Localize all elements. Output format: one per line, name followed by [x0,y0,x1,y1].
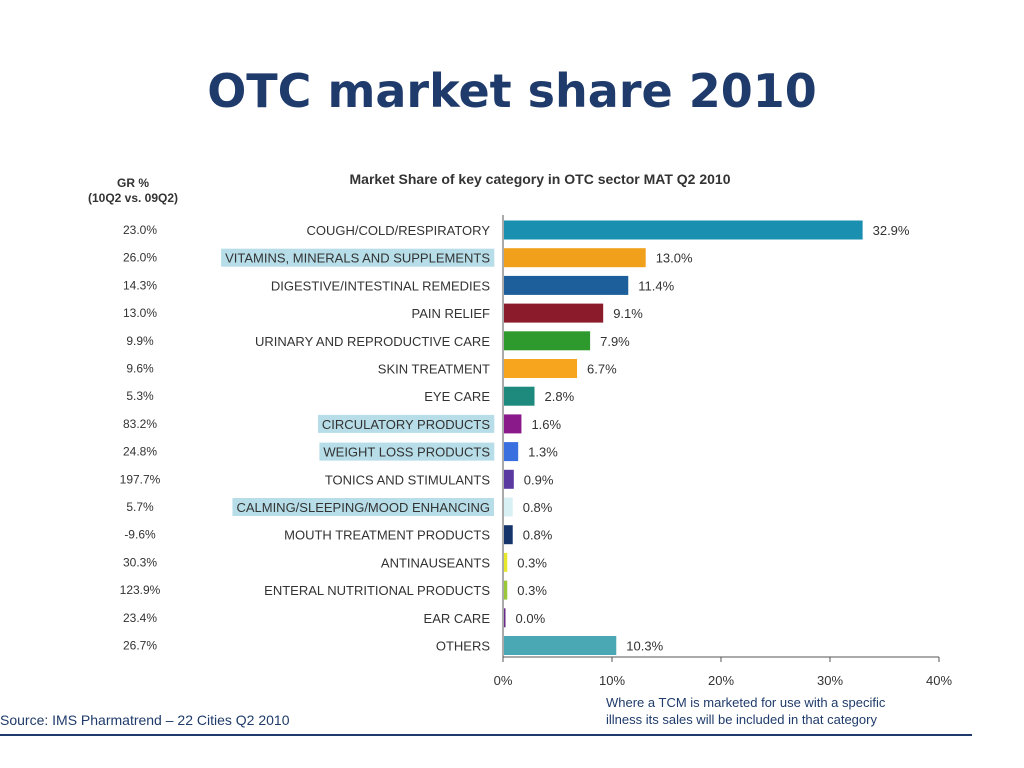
value-label: 0.0% [516,611,546,626]
bar [504,442,519,462]
bar [504,220,863,240]
value-label: 10.3% [626,639,663,654]
bar-chart-svg: 0% 10% 20% 30% 40% 23.0% COUGH/COLD/RESPIRATOR… [120,215,952,688]
value-label: 32.9% [873,223,910,238]
category-label: MOUTH TREATMENT PRODUCTS [284,528,490,543]
category-label: CALMING/SLEEPING/MOOD ENHANCING [236,500,490,515]
growth-rate-header: GR % (10Q2 vs. 09Q2) [78,176,188,206]
growth-value: 24.8% [123,445,157,459]
value-label: 0.8% [523,528,553,543]
chart-title: Market Share of key category in OTC sect… [349,171,731,187]
value-label: 0.3% [517,555,547,570]
bar [504,303,604,323]
x-tick-label: 20% [708,673,734,688]
category-label: ENTERAL NUTRITIONAL PRODUCTS [264,583,490,598]
value-label: 0.9% [524,472,554,487]
growth-value: 13.0% [123,306,157,320]
bar [504,580,508,600]
bar [504,414,522,434]
category-label: CIRCULATORY PRODUCTS [322,417,490,432]
growth-value: 26.0% [123,251,157,265]
footnote-line-1: Where a TCM is marketed for use with a s… [606,695,886,710]
growth-value: 9.6% [126,362,154,376]
growth-value: 5.7% [126,500,154,514]
bar [504,497,513,517]
footnote-line-2: illness its sales will be included in th… [606,712,877,727]
category-label: WEIGHT LOSS PRODUCTS [323,445,490,460]
growth-value: 23.0% [123,223,157,237]
value-label: 0.3% [517,583,547,598]
bar [504,525,513,545]
x-tick-label: 40% [926,673,952,688]
bar [504,275,629,295]
growth-value: 26.7% [123,639,157,653]
tcm-footnote: Where a TCM is marketed for use with a s… [606,694,1006,728]
category-label: OTHERS [436,639,491,654]
category-label: DIGESTIVE/INTESTINAL REMEDIES [271,278,490,293]
category-label: SKIN TREATMENT [378,362,490,377]
x-tick-label: 0% [494,673,513,688]
category-highlight [319,442,495,461]
growth-value: 23.4% [123,611,157,625]
bar [504,636,617,655]
value-label: 2.8% [545,389,575,404]
bar [504,248,646,268]
category-label: PAIN RELIEF [411,306,490,321]
value-label: 1.6% [531,417,561,432]
value-label: 11.4% [638,278,674,293]
category-highlight [317,414,495,433]
category-label: EAR CARE [424,611,491,626]
category-label: VITAMINS, MINERALS AND SUPPLEMENTS [225,251,490,266]
growth-value: 5.3% [126,389,154,403]
growth-value: -9.6% [124,528,156,542]
growth-value: 83.2% [123,417,157,431]
growth-value: 9.9% [126,334,154,348]
growth-value: 30.3% [123,555,157,569]
growth-value: 14.3% [123,278,157,292]
value-label: 7.9% [600,334,630,349]
slide-title: OTC market share 2010 [207,64,817,118]
bar [504,386,535,406]
growth-rate-header-line1: GR % [116,176,149,190]
value-label: 13.0% [656,251,693,266]
category-label: TONICS AND STIMULANTS [325,472,491,487]
category-label: EYE CARE [424,389,490,404]
growth-value: 197.7% [120,472,161,486]
value-label: 1.3% [528,445,558,460]
market-share-chart: GR % (10Q2 vs. 09Q2) Market Share of key… [0,160,1024,760]
value-label: 0.8% [523,500,553,515]
category-label: URINARY AND REPRODUCTIVE CARE [255,334,490,349]
bar [504,331,591,351]
bar [504,608,506,628]
x-tick-label: 30% [817,673,843,688]
category-label: COUGH/COLD/RESPIRATORY [307,223,491,238]
category-highlight [232,498,494,516]
x-tick-label: 10% [599,673,625,688]
category-label: ANTINAUSEANTS [381,555,490,570]
bottom-divider [0,734,972,736]
source-note: Source: IMS Pharmatrend – 22 Cities Q2 2… [0,712,290,728]
value-label: 6.7% [587,362,617,377]
bar [504,469,514,489]
category-highlight [221,248,495,267]
bar [504,552,508,572]
growth-rate-header-line2: (10Q2 vs. 09Q2) [87,191,179,205]
growth-value: 123.9% [120,583,161,597]
value-label: 9.1% [613,306,643,321]
bar [504,359,578,378]
